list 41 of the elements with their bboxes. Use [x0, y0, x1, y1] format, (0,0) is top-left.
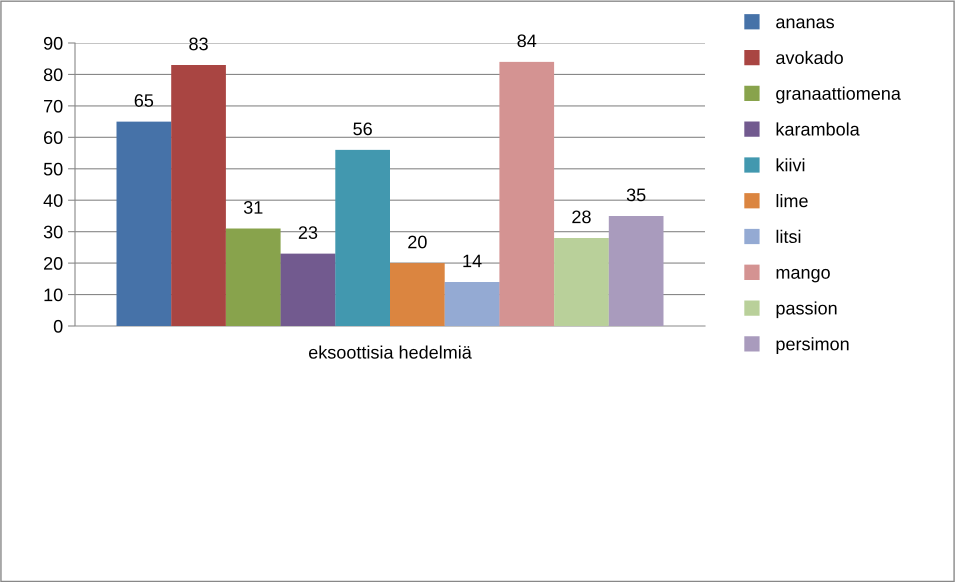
legend-label: granaattiomena: [776, 86, 901, 104]
data-label: 14: [463, 254, 482, 268]
y-tick-label: 30: [44, 226, 62, 238]
x-tick-label: eksoottisia hedelmiä: [308, 345, 472, 359]
bar: [499, 62, 554, 326]
legend-label: passion: [776, 301, 836, 318]
y-tick-label: 70: [44, 100, 62, 113]
bar: [335, 150, 390, 326]
data-label: 83: [189, 38, 208, 50]
bar: [554, 238, 609, 326]
y-tick-label: 0: [54, 320, 62, 333]
data-label: 20: [408, 236, 427, 248]
y-tick-label: 50: [44, 162, 62, 176]
legend-label: lime: [776, 194, 808, 208]
y-tick-label: 80: [44, 68, 62, 82]
data-label: 28: [572, 210, 591, 224]
y-tick-label: 10: [44, 288, 62, 302]
data-label: 65: [134, 94, 154, 107]
bar: [171, 65, 226, 326]
y-tick-label: 60: [44, 131, 62, 144]
legend-label: avokado: [776, 50, 843, 64]
bar: [390, 263, 445, 326]
legend-label: ananas: [776, 18, 834, 28]
legend-label: litsi: [776, 230, 800, 244]
legend-label: persimon: [776, 337, 849, 354]
legend-label: karambola: [776, 122, 860, 136]
y-tick-label: 20: [44, 257, 62, 270]
legend-label: kiivi: [776, 158, 804, 172]
bar: [608, 216, 664, 326]
bar: [116, 122, 172, 326]
legend-label: mango: [776, 268, 830, 282]
bar: [444, 282, 500, 326]
y-tick-label: 90: [44, 36, 62, 50]
y-tick-label: 40: [44, 194, 62, 207]
data-label: 84: [517, 34, 536, 48]
bar: [226, 228, 281, 326]
data-label: 23: [298, 226, 318, 239]
data-label: 35: [626, 188, 646, 202]
data-label: 31: [244, 201, 262, 214]
bar: [280, 254, 336, 326]
data-label: 56: [353, 122, 372, 136]
